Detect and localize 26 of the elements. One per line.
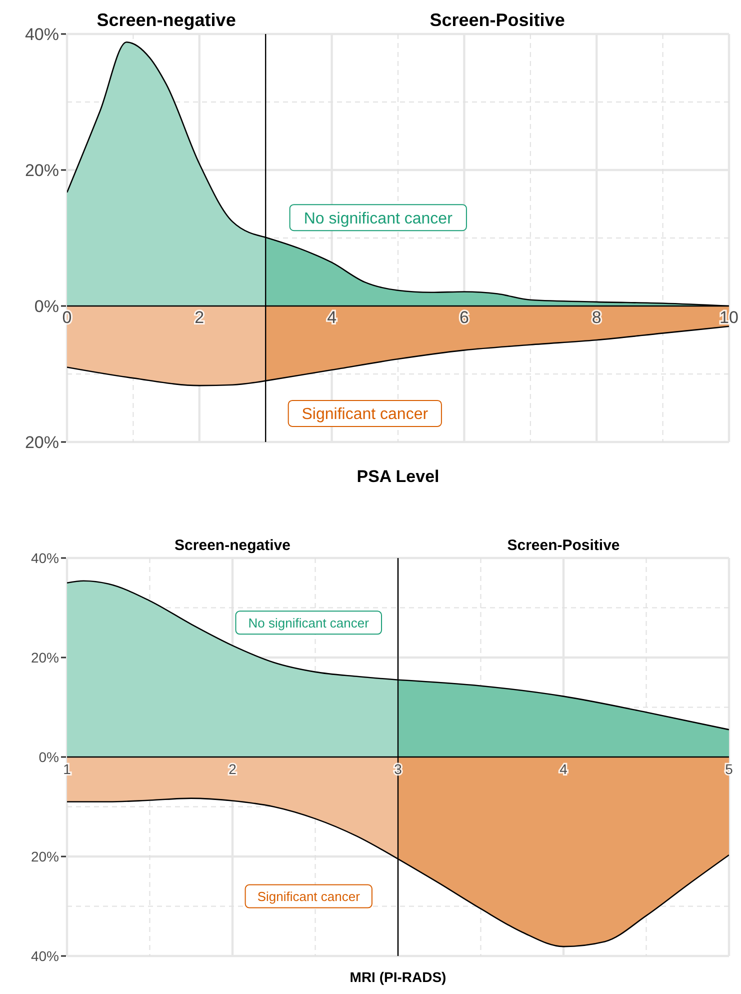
- y-tick-label: 0%: [38, 748, 59, 765]
- x-tick-label: 2: [228, 761, 237, 777]
- text: Screen-negative: [174, 537, 290, 554]
- text: Screen-Positive: [430, 10, 565, 30]
- x-axis-title: MRI (PI-RADS): [350, 969, 446, 985]
- x-tick-label: 4: [560, 761, 568, 777]
- annotation: No significant cancer: [248, 615, 370, 630]
- x-tick-label: 4: [327, 308, 337, 327]
- y-tick-label: 0%: [34, 296, 59, 316]
- y-tick-label: 40%: [24, 24, 59, 44]
- annotation: Significant cancer: [302, 406, 429, 424]
- annotation: No significant cancer: [304, 210, 454, 228]
- text: Screen-negative: [96, 10, 236, 30]
- x-tick-label: 0: [62, 308, 72, 327]
- annotation: Significant cancer: [257, 888, 361, 904]
- x-tick-label: 2: [194, 308, 204, 327]
- y-tick-label: 20%: [30, 848, 59, 864]
- y-tick-label: 20%: [30, 649, 59, 666]
- x-axis-title: PSA Level: [356, 467, 440, 486]
- x-tick-label: 6: [459, 308, 469, 327]
- x-tick-label: 8: [592, 308, 602, 327]
- y-tick-label: 40%: [30, 550, 59, 566]
- y-tick-label: 20%: [24, 160, 59, 180]
- y-tick-label: 20%: [24, 432, 59, 452]
- text: Screen-Positive: [507, 537, 620, 554]
- y-tick-label: 40%: [30, 948, 59, 964]
